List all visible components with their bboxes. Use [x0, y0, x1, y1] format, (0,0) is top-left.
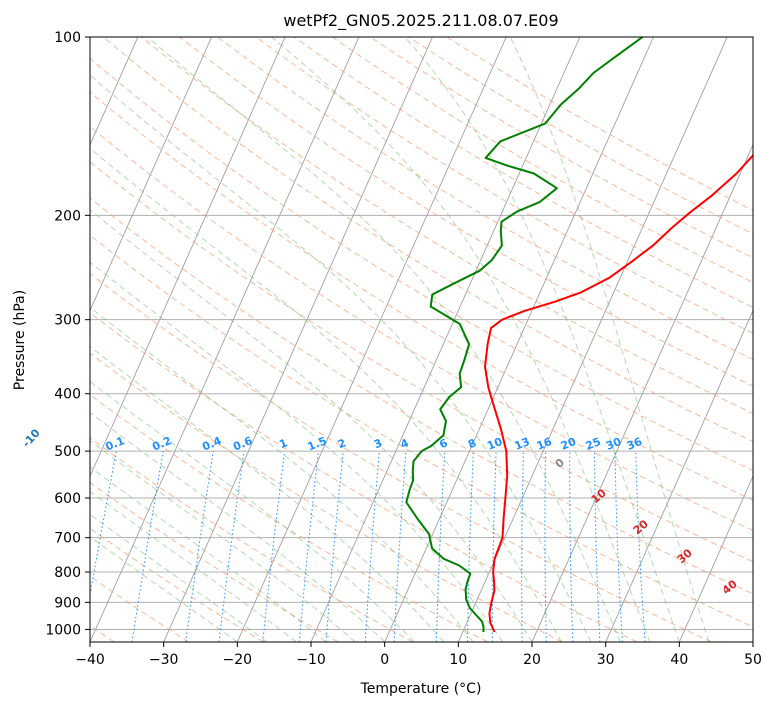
- mixing-ratio-label: 30: [604, 435, 623, 453]
- y-tick-label: 1000: [45, 622, 81, 638]
- x-tick-label: −20: [223, 652, 253, 668]
- isotherm-line: [236, 37, 507, 642]
- dewpoint-profile: [405, 37, 644, 633]
- moist-adiabat-line: [90, 490, 297, 642]
- isotherm-line: [90, 37, 213, 312]
- temperature-profile: [484, 153, 753, 633]
- mixing-ratio-label: 1: [277, 436, 289, 451]
- moist-adiabat-line: [90, 440, 356, 642]
- moist-adiabat-line: [90, 513, 268, 642]
- moist-adiabat-line: [90, 411, 386, 642]
- x-axis-label: Temperature (°C): [360, 681, 482, 697]
- isotherm-line: [163, 37, 433, 642]
- dry-adiabat-line: [90, 352, 563, 642]
- mixing-ratio-label: 25: [584, 435, 603, 453]
- dry-adiabat-line: [90, 161, 753, 563]
- dry-adiabat-line: [90, 57, 753, 472]
- y-tick-label: 900: [54, 595, 81, 611]
- x-tick-label: 0: [380, 652, 389, 668]
- mixing-ratio-line: [218, 451, 245, 642]
- y-tick-label: 500: [54, 444, 81, 460]
- mixing-ratio-line: [185, 451, 214, 642]
- moist-adiabat-line: [90, 261, 503, 642]
- isotherm-line: [531, 143, 753, 642]
- isotherm-line: [90, 37, 286, 478]
- y-tick-label: 600: [54, 491, 81, 507]
- dry-adiabat-line: [90, 91, 753, 501]
- y-tick-label: 400: [54, 387, 81, 403]
- mixing-ratio-label: 36: [625, 435, 644, 453]
- moist-adiabat-line: [90, 380, 415, 642]
- background-lines: [90, 37, 753, 642]
- sounding-profiles: [405, 37, 753, 633]
- x-tick-label: 20: [523, 652, 541, 668]
- mixing-ratio-label: 3: [372, 436, 384, 451]
- dry-adiabat-line: [255, 37, 753, 334]
- moist-adiabat-line: [90, 147, 562, 642]
- x-tick-label: −30: [149, 652, 179, 668]
- dry-adiabat-line: [102, 37, 753, 443]
- mixing-ratio-label: 2: [336, 436, 348, 451]
- mixing-ratio-label: 10: [485, 435, 504, 453]
- mixing-ratio-label: 16: [535, 435, 554, 453]
- moist-adiabat-line: [509, 37, 710, 642]
- isotherm-line: [310, 37, 581, 642]
- dry-adiabat-line: [332, 37, 753, 283]
- moist-adiabat-line: [90, 209, 533, 642]
- isotherm-line: [678, 475, 753, 642]
- isotherm-line: [457, 37, 728, 642]
- moist-adiabat-line: [90, 74, 592, 642]
- dry-adiabat-line: [90, 481, 339, 642]
- isotherm-line: [90, 37, 139, 146]
- x-tick-label: 40: [670, 652, 688, 668]
- x-tick-label: −40: [75, 652, 105, 668]
- chart-title: wetPf2_GN05.2025.211.08.07.E09: [283, 11, 558, 31]
- y-tick-label: 300: [54, 313, 81, 329]
- isotherm-line: [90, 37, 360, 642]
- y-axis: 1000 900 800 700 600 500 400 300 200 100: [45, 30, 90, 638]
- mixing-ratio-label: 20: [559, 435, 578, 453]
- moist-adiabat-line: [271, 37, 651, 642]
- x-tick-label: −10: [296, 652, 326, 668]
- x-tick-label: 50: [744, 652, 762, 668]
- x-tick-label: 30: [597, 652, 615, 668]
- dry-adiabat-line: [90, 272, 712, 642]
- moist-adiabat-line: [404, 37, 680, 642]
- moist-adiabat-line: [146, 37, 621, 642]
- isotherm-line: [384, 37, 654, 642]
- mixing-ratio-label: 13: [513, 435, 532, 453]
- moist-adiabat-line: [90, 536, 238, 642]
- y-tick-label: 100: [54, 30, 81, 46]
- dry-adiabat-line: [90, 197, 753, 595]
- mixing-ratio-line: [325, 451, 344, 642]
- moist-adiabat-line: [90, 306, 474, 642]
- dry-adiabat-line: [90, 312, 638, 642]
- mixing-ratio-line: [298, 451, 319, 642]
- y-tick-label: 700: [54, 531, 81, 547]
- mixing-ratio-line: [262, 451, 286, 642]
- isotherm-line: [605, 309, 753, 642]
- x-axis: −40 −30 −20 −10 0 10 20 30 40 50: [75, 642, 762, 668]
- plot-frame: [89, 36, 754, 643]
- mixing-ratio-label: 8: [466, 436, 478, 451]
- y-axis-label: Pressure (hPa): [12, 290, 28, 390]
- dry-adiabat-line: [217, 37, 753, 360]
- dry-adiabat-line: [90, 234, 753, 628]
- mixing-ratio-line: [131, 451, 164, 642]
- x-tick-label: 10: [449, 652, 467, 668]
- y-tick-label: 800: [54, 565, 81, 581]
- y-tick-label: 200: [54, 208, 81, 224]
